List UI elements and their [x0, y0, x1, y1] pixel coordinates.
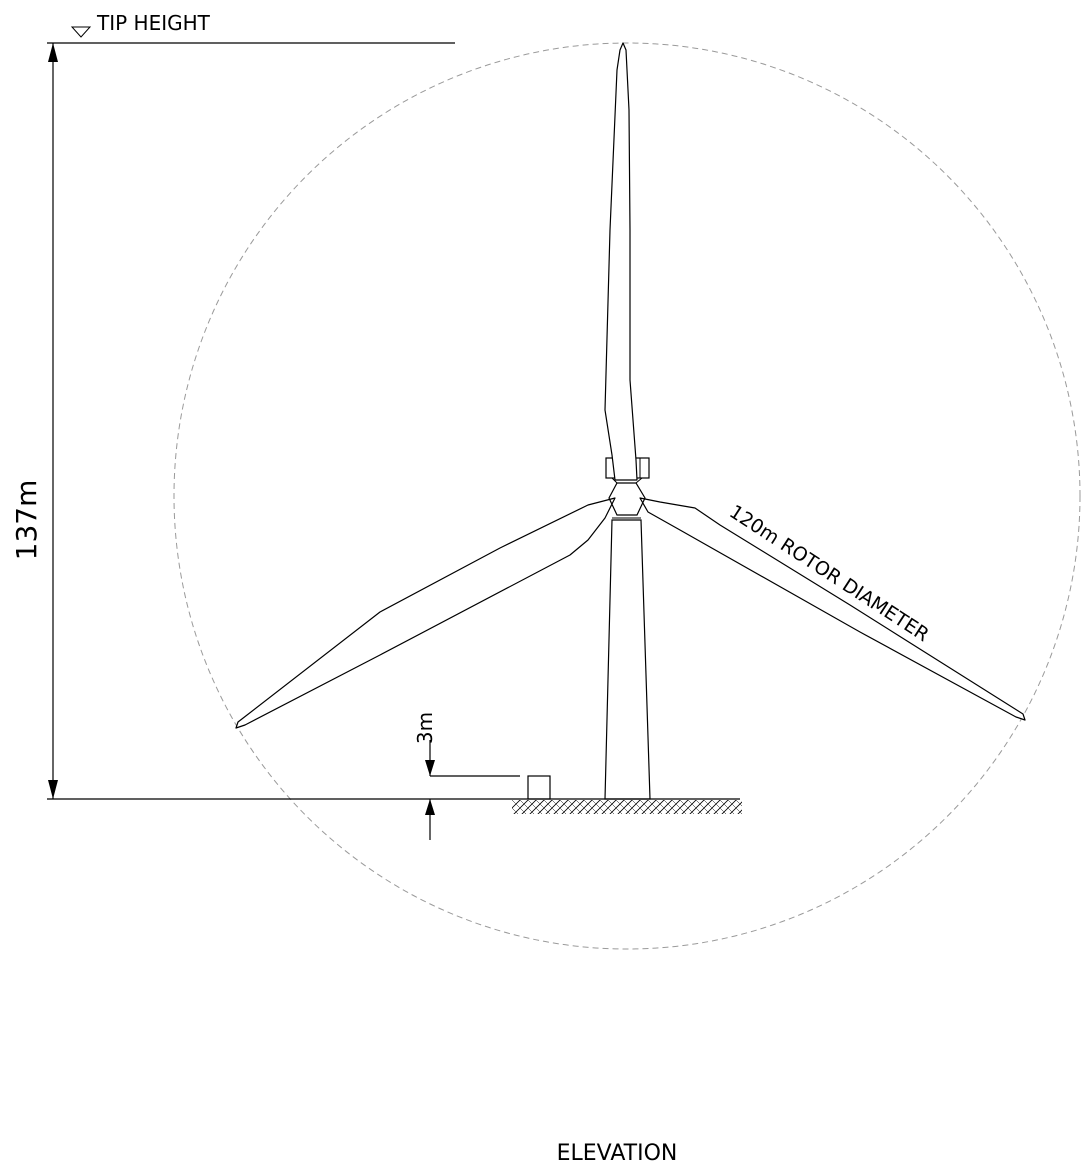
blade-vertical — [604, 42, 638, 481]
rotor-swept-circle — [173, 42, 1081, 950]
tip-height-marker-icon — [70, 26, 92, 38]
overall-height-label: 137m — [10, 480, 43, 561]
clearance-dimension — [425, 740, 520, 840]
blade-left — [235, 497, 616, 729]
overall-height-dimension — [48, 43, 58, 799]
view-title: ELEVATION — [557, 1141, 678, 1166]
tip-height-label: TIP HEIGHT — [96, 11, 211, 35]
clearance-label: 3m — [413, 712, 437, 744]
blade-right — [639, 497, 1026, 721]
ground-hatch — [512, 800, 742, 814]
turbine-tower — [604, 519, 651, 800]
transformer-box — [527, 775, 551, 800]
